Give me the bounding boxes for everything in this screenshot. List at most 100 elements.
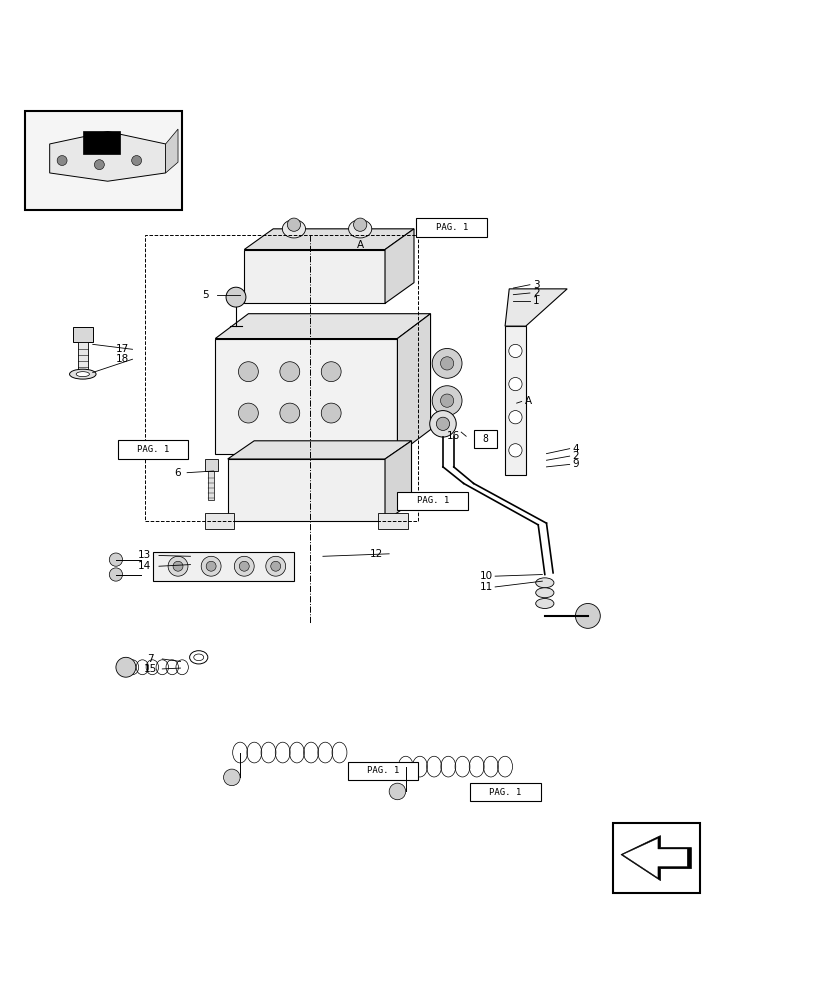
Polygon shape <box>227 459 385 521</box>
Text: A: A <box>356 240 363 250</box>
Circle shape <box>440 357 453 370</box>
Circle shape <box>223 769 240 786</box>
Ellipse shape <box>535 578 553 588</box>
Text: 2: 2 <box>571 451 578 461</box>
Text: 11: 11 <box>480 582 493 592</box>
Text: 15: 15 <box>144 664 157 674</box>
Bar <box>470 783 540 801</box>
Polygon shape <box>385 229 414 303</box>
Bar <box>204 459 218 471</box>
Circle shape <box>239 561 249 571</box>
Circle shape <box>265 556 285 576</box>
Text: 6: 6 <box>174 468 181 478</box>
Bar <box>416 218 486 237</box>
Circle shape <box>116 657 136 677</box>
Polygon shape <box>620 836 691 881</box>
Text: A: A <box>524 396 531 406</box>
Circle shape <box>321 362 341 382</box>
Ellipse shape <box>282 220 305 238</box>
Polygon shape <box>215 314 430 339</box>
Circle shape <box>238 403 258 423</box>
Polygon shape <box>227 441 411 459</box>
Circle shape <box>436 417 449 430</box>
Text: 2: 2 <box>533 288 539 298</box>
Text: 1: 1 <box>533 296 539 306</box>
Circle shape <box>238 362 258 382</box>
Text: PAG. 1: PAG. 1 <box>366 766 399 775</box>
Text: 5: 5 <box>202 290 208 300</box>
Circle shape <box>109 553 122 566</box>
Text: 14: 14 <box>138 561 151 571</box>
Ellipse shape <box>76 372 89 377</box>
Bar <box>153 552 294 581</box>
Text: 17: 17 <box>116 344 129 354</box>
Bar <box>347 762 418 780</box>
Circle shape <box>508 411 521 424</box>
Bar <box>473 430 496 448</box>
Text: 12: 12 <box>370 549 383 559</box>
Ellipse shape <box>69 369 96 379</box>
Circle shape <box>432 386 461 416</box>
Ellipse shape <box>535 588 553 598</box>
Polygon shape <box>50 132 165 181</box>
Bar <box>204 513 234 529</box>
Circle shape <box>287 218 300 231</box>
Circle shape <box>57 156 67 165</box>
Text: 3: 3 <box>533 280 539 290</box>
Text: 9: 9 <box>571 459 578 469</box>
Circle shape <box>168 556 188 576</box>
Bar <box>208 471 214 500</box>
Text: PAG. 1: PAG. 1 <box>435 223 467 232</box>
Text: 13: 13 <box>138 550 151 560</box>
Circle shape <box>234 556 254 576</box>
Circle shape <box>173 561 183 571</box>
Circle shape <box>440 394 453 407</box>
Bar <box>83 131 120 154</box>
Bar <box>73 327 93 342</box>
Circle shape <box>508 377 521 391</box>
Circle shape <box>353 218 366 231</box>
Polygon shape <box>504 289 566 326</box>
Polygon shape <box>165 129 178 173</box>
Circle shape <box>575 603 600 628</box>
Circle shape <box>131 156 141 165</box>
Circle shape <box>206 561 216 571</box>
Polygon shape <box>244 250 385 303</box>
Bar <box>78 342 88 369</box>
Bar <box>397 492 467 510</box>
Text: 16: 16 <box>447 431 460 441</box>
Circle shape <box>94 160 104 170</box>
Circle shape <box>429 411 456 437</box>
Text: 18: 18 <box>116 354 129 364</box>
Polygon shape <box>397 314 430 454</box>
Bar <box>117 440 188 459</box>
Bar <box>145 235 418 521</box>
Circle shape <box>109 568 122 581</box>
Polygon shape <box>215 339 397 454</box>
Polygon shape <box>385 441 411 521</box>
Bar <box>504 326 525 475</box>
Bar <box>378 513 408 529</box>
Circle shape <box>508 444 521 457</box>
Circle shape <box>432 348 461 378</box>
Text: PAG. 1: PAG. 1 <box>416 496 448 505</box>
Polygon shape <box>244 229 414 250</box>
Text: 4: 4 <box>571 444 578 454</box>
Bar <box>612 823 699 893</box>
Ellipse shape <box>535 599 553 608</box>
Circle shape <box>226 287 246 307</box>
Text: 8: 8 <box>481 434 488 444</box>
Polygon shape <box>622 838 686 878</box>
Circle shape <box>280 403 299 423</box>
Ellipse shape <box>348 220 371 238</box>
Text: PAG. 1: PAG. 1 <box>136 445 169 454</box>
Text: 7: 7 <box>147 654 154 664</box>
Circle shape <box>201 556 221 576</box>
Circle shape <box>280 362 299 382</box>
Circle shape <box>270 561 280 571</box>
Text: PAG. 1: PAG. 1 <box>489 788 521 797</box>
Text: 10: 10 <box>480 571 493 581</box>
Bar <box>25 111 182 210</box>
Circle shape <box>389 783 405 800</box>
Circle shape <box>508 344 521 358</box>
